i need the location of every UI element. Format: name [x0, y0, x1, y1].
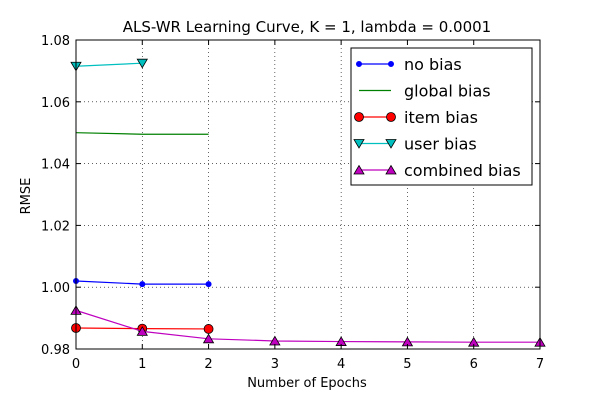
- series-line: [75, 132, 209, 135]
- legend-label: no bias: [404, 55, 462, 74]
- legend-label: user bias: [404, 135, 477, 154]
- legend-marker: [385, 164, 397, 175]
- legend-item: item bias: [354, 108, 478, 127]
- legend: no bias global bias item bias user bias comb…: [350, 47, 533, 186]
- legend-marker: [354, 112, 364, 122]
- legend-marker: [388, 61, 394, 67]
- legend-item: user bias: [353, 135, 477, 154]
- series-layer: [70, 58, 546, 347]
- x-tick-label: 3: [271, 357, 279, 372]
- data-point: [202, 333, 215, 344]
- y-tick-label: 1.04: [41, 158, 70, 173]
- legend-marker: [356, 61, 362, 67]
- legend-label: global bias: [404, 82, 491, 101]
- legend-label: item bias: [404, 108, 478, 127]
- y-tick-label: 1.08: [41, 34, 70, 49]
- x-tick-label: 2: [204, 357, 212, 372]
- data-point: [136, 58, 148, 69]
- x-tick-label: 1: [138, 357, 146, 372]
- legend-marker: [353, 164, 365, 175]
- series-user-bias: [70, 58, 148, 72]
- legend-item: no bias: [356, 55, 462, 74]
- y-axis-label: RMSE: [19, 178, 34, 215]
- x-tick-label: 5: [403, 357, 411, 372]
- legend-label: combined bias: [404, 161, 521, 180]
- legend-marker: [386, 112, 396, 122]
- legend-item: combined bias: [353, 161, 521, 180]
- data-point: [139, 281, 146, 288]
- series-line: [75, 309, 540, 343]
- x-tick-label: 4: [337, 357, 345, 372]
- y-tick-label: 0.98: [41, 343, 70, 358]
- x-axis-label: Number of Epochs: [247, 376, 367, 391]
- series-global-bias: [75, 132, 209, 135]
- data-point: [136, 326, 148, 336]
- x-tick-label: 6: [470, 357, 478, 372]
- y-tick-label: 1.00: [41, 281, 70, 296]
- legend-marker: [385, 139, 397, 149]
- x-tick-label: 0: [72, 357, 80, 372]
- series-line: [75, 62, 143, 67]
- y-tick-label: 1.02: [41, 219, 70, 234]
- series-no-bias: [73, 278, 212, 288]
- legend-marker: [353, 139, 365, 149]
- chart-title: ALS-WR Learning Curve, K = 1, lambda = 0…: [123, 18, 491, 36]
- ticks: 0 1 2 3 4 5 6 7 0.98 1.00 1.02 1.04 1.06 1.08: [41, 34, 544, 372]
- plot-frame: [75, 39, 541, 350]
- series-combined-bias: [70, 305, 546, 347]
- data-point: [203, 324, 214, 334]
- legend-item: global bias: [359, 82, 491, 101]
- y-tick-label: 1.06: [41, 96, 70, 111]
- data-point: [205, 281, 212, 288]
- x-tick-label: 7: [536, 357, 544, 372]
